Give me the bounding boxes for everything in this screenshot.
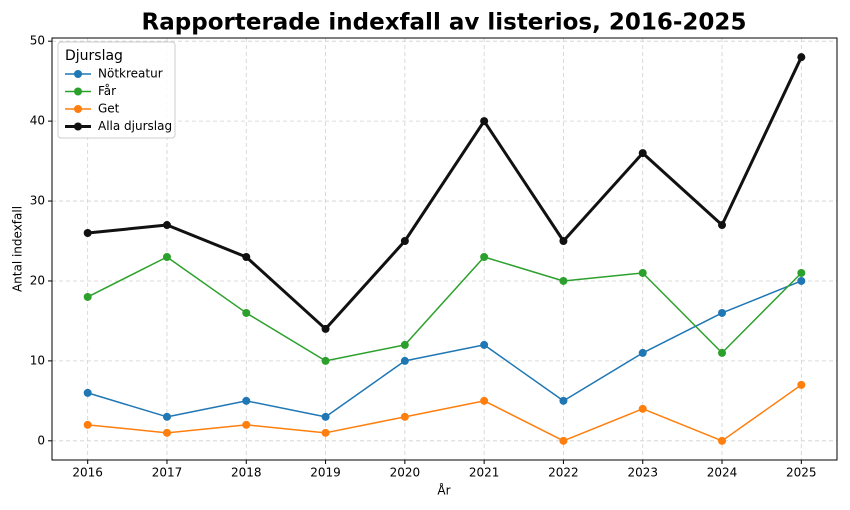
grid bbox=[52, 38, 837, 460]
data-point bbox=[559, 396, 568, 405]
x-tick-label: 2021 bbox=[469, 466, 500, 480]
y-tick-label: 50 bbox=[30, 34, 45, 48]
x-tick-label: 2019 bbox=[310, 466, 341, 480]
legend-label: Nötkreatur bbox=[98, 67, 163, 81]
data-point bbox=[83, 292, 92, 301]
data-point bbox=[400, 412, 409, 421]
data-point bbox=[321, 412, 330, 421]
legend-label: Får bbox=[98, 84, 116, 98]
plot-frame bbox=[51, 37, 838, 461]
y-tick-label: 10 bbox=[30, 353, 45, 367]
data-point bbox=[83, 229, 92, 238]
data-point bbox=[797, 380, 806, 389]
data-point bbox=[718, 436, 727, 445]
data-point bbox=[321, 324, 330, 333]
data-point bbox=[480, 252, 489, 261]
x-tick-label: 2022 bbox=[548, 466, 579, 480]
series-line bbox=[87, 56, 803, 331]
data-point bbox=[83, 388, 92, 397]
x-tick-label: 2016 bbox=[72, 466, 103, 480]
legend-label: Get bbox=[98, 102, 120, 116]
chart-title: Rapporterade indexfall av listerios, 201… bbox=[142, 10, 747, 36]
data-point bbox=[718, 221, 727, 230]
data-point bbox=[242, 308, 251, 317]
data-point bbox=[638, 149, 647, 158]
y-tick-label: 20 bbox=[30, 273, 45, 287]
y-tick-label: 30 bbox=[30, 194, 45, 208]
data-point bbox=[480, 396, 489, 405]
data-point bbox=[242, 420, 251, 429]
data-point bbox=[400, 356, 409, 365]
data-point bbox=[162, 428, 171, 437]
data-point bbox=[83, 420, 92, 429]
legend-marker bbox=[74, 70, 82, 78]
plot bbox=[83, 53, 806, 445]
series-line bbox=[87, 280, 802, 418]
data-point bbox=[400, 237, 409, 246]
data-point bbox=[162, 221, 171, 230]
x-tick-label: 2023 bbox=[627, 466, 658, 480]
data-point bbox=[480, 340, 489, 349]
data-point bbox=[559, 237, 568, 246]
data-point bbox=[559, 276, 568, 285]
x-tick-label: 2025 bbox=[786, 466, 817, 480]
x-tick-label: 2017 bbox=[152, 466, 183, 480]
series-line bbox=[87, 384, 802, 442]
legend-marker bbox=[74, 105, 82, 113]
x-axis-label: År bbox=[437, 483, 450, 498]
data-point bbox=[638, 348, 647, 357]
data-point bbox=[718, 308, 727, 317]
y-tick-label: 40 bbox=[30, 114, 45, 128]
data-point bbox=[321, 356, 330, 365]
legend-marker bbox=[74, 87, 82, 96]
data-point bbox=[400, 340, 409, 349]
x-tick-label: 2024 bbox=[707, 466, 738, 480]
legend-title: Djurslag bbox=[65, 48, 123, 64]
series-line bbox=[87, 256, 802, 362]
legend-box bbox=[57, 41, 176, 139]
data-point bbox=[559, 436, 568, 445]
data-point bbox=[162, 252, 171, 261]
data-point bbox=[242, 396, 251, 405]
legend-label: Alla djurslag bbox=[98, 119, 172, 133]
y-tick-label: 0 bbox=[37, 433, 45, 447]
x-tick-label: 2018 bbox=[231, 466, 262, 480]
data-point bbox=[162, 412, 171, 421]
data-point bbox=[321, 428, 330, 437]
data-point bbox=[242, 252, 251, 261]
x-tick-label: 2020 bbox=[390, 466, 421, 480]
data-point bbox=[638, 268, 647, 277]
data-point bbox=[797, 268, 806, 277]
data-point bbox=[638, 404, 647, 413]
legend: Djurslag Nötkreatur Får Get Alla djurslag bbox=[57, 41, 176, 139]
y-axis-label: Antal indexfall bbox=[11, 206, 25, 292]
data-point bbox=[797, 53, 806, 62]
data-point bbox=[480, 117, 489, 126]
data-point bbox=[718, 348, 727, 357]
legend-marker bbox=[74, 122, 82, 131]
data-point bbox=[797, 276, 806, 285]
